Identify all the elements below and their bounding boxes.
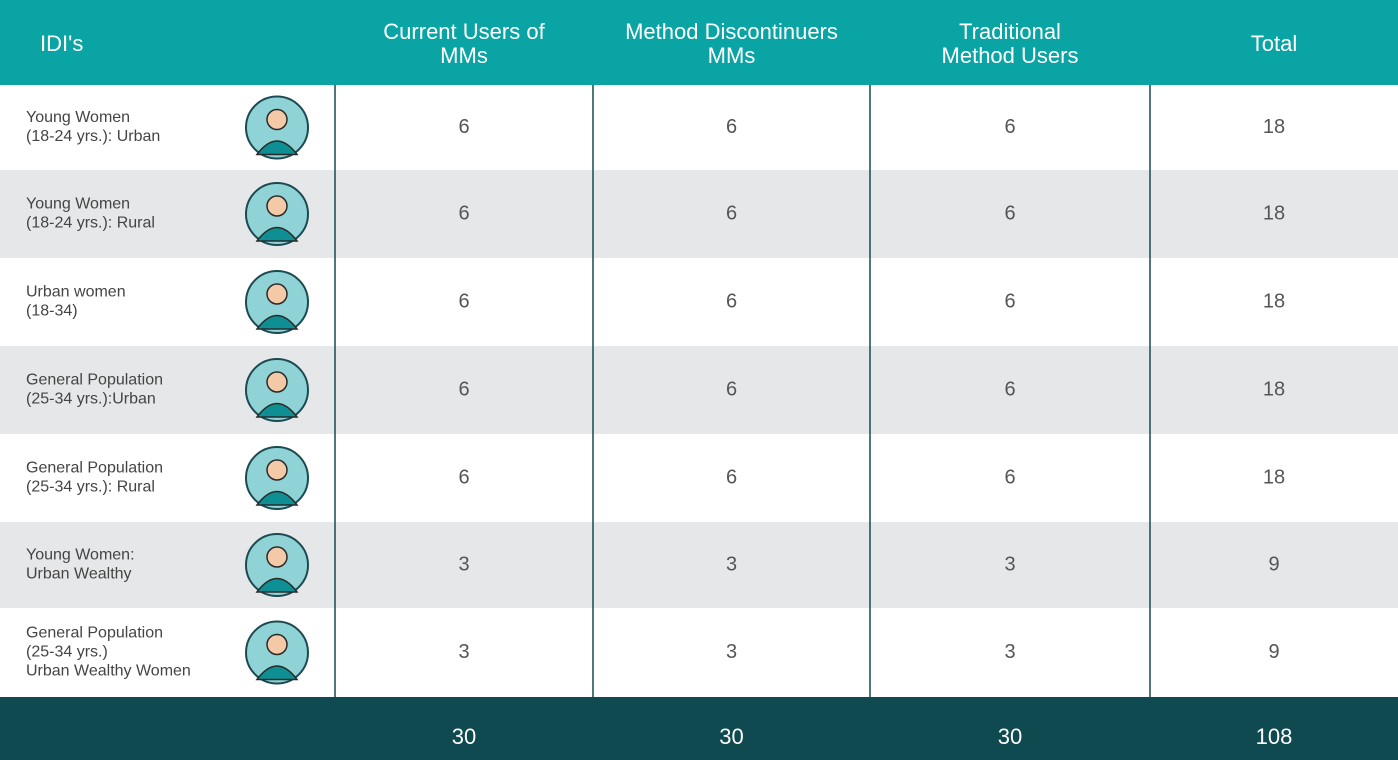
cell-value: 18 (1263, 290, 1285, 312)
row-bg (0, 522, 1398, 608)
cell-value: 3 (726, 553, 737, 575)
avatar-head (267, 547, 287, 567)
cell-value: 6 (1004, 466, 1015, 488)
table: IDI'sCurrent Users ofMMsMethod Discontin… (0, 0, 1398, 760)
row-label: Young Women (26, 196, 130, 213)
cell-value: 3 (458, 553, 469, 575)
row-label: Young Women (26, 109, 130, 126)
footer-bg (0, 697, 1398, 760)
avatar-head (267, 460, 287, 480)
header-cell: IDI's (40, 31, 83, 56)
cell-value: 18 (1263, 466, 1285, 488)
footer-total: 108 (1256, 724, 1293, 749)
cell-value: 18 (1263, 378, 1285, 400)
row-label: (25-34 yrs.) (26, 644, 108, 661)
footer-total: 30 (452, 724, 476, 749)
row-bg (0, 346, 1398, 434)
cell-value: 6 (458, 202, 469, 224)
cell-value: 6 (726, 116, 737, 138)
footer-total: 30 (719, 724, 743, 749)
cell-value: 6 (458, 378, 469, 400)
cell-value: 18 (1263, 116, 1285, 138)
cell-value: 6 (726, 290, 737, 312)
header-cell: Total (1251, 31, 1297, 56)
cell-value: 6 (1004, 116, 1015, 138)
header-cell: MMs (440, 43, 488, 68)
avatar-head (267, 110, 287, 130)
header-cell: Traditional (959, 19, 1061, 44)
row-label: (18-24 yrs.): Urban (26, 128, 160, 145)
cell-value: 6 (1004, 202, 1015, 224)
avatar-head (267, 635, 287, 655)
row-label: (18-34) (26, 303, 78, 320)
cell-value: 6 (726, 466, 737, 488)
cell-value: 3 (726, 641, 737, 663)
cell-value: 6 (458, 290, 469, 312)
cell-value: 6 (1004, 290, 1015, 312)
cell-value: 3 (1004, 641, 1015, 663)
cell-value: 9 (1268, 641, 1279, 663)
cell-value: 6 (726, 378, 737, 400)
cell-value: 6 (1004, 378, 1015, 400)
header-cell: Current Users of (383, 19, 545, 44)
cell-value: 3 (1004, 553, 1015, 575)
cell-value: 18 (1263, 202, 1285, 224)
row-label: (18-24 yrs.): Rural (26, 215, 155, 232)
header-cell: Method Users (942, 43, 1079, 68)
cell-value: 6 (458, 116, 469, 138)
cell-value: 6 (458, 466, 469, 488)
row-label: (25-34 yrs.): Rural (26, 479, 155, 496)
row-label: Young Women: (26, 547, 135, 564)
footer-total: 30 (998, 724, 1022, 749)
row-label: General Population (26, 372, 163, 389)
row-bg (0, 170, 1398, 258)
header-cell: MMs (708, 43, 756, 68)
header-cell: Method Discontinuers (625, 19, 838, 44)
cell-value: 6 (726, 202, 737, 224)
avatar-head (267, 284, 287, 304)
row-label: General Population (26, 625, 163, 642)
row-label: Urban Wealthy (26, 566, 132, 583)
avatar-head (267, 196, 287, 216)
row-label: General Population (26, 460, 163, 477)
cell-value: 3 (458, 641, 469, 663)
cell-value: 9 (1268, 553, 1279, 575)
row-label: Urban women (26, 284, 126, 301)
row-label: (25-34 yrs.):Urban (26, 391, 156, 408)
avatar-head (267, 372, 287, 392)
row-label: Urban Wealthy Women (26, 663, 191, 680)
